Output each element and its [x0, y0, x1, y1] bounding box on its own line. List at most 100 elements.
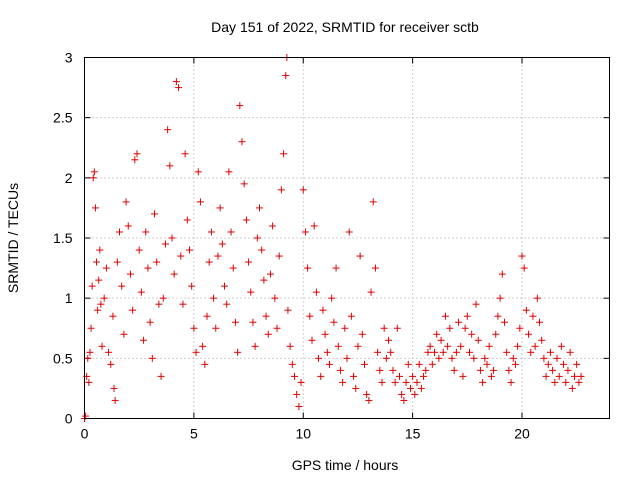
data-point	[490, 366, 498, 374]
data-point	[433, 330, 441, 338]
data-point	[509, 354, 517, 362]
data-point	[253, 234, 261, 242]
data-point	[148, 354, 156, 362]
data-point	[330, 318, 338, 326]
data-point	[479, 378, 487, 386]
data-point	[374, 348, 382, 356]
data-point	[280, 150, 288, 158]
data-point	[354, 342, 362, 350]
data-point	[201, 360, 209, 368]
y-axis-label: SRMTID / TECUs	[5, 183, 21, 293]
data-point	[474, 336, 482, 344]
data-point	[212, 324, 220, 332]
data-point	[409, 372, 417, 380]
data-point	[315, 354, 323, 362]
data-point	[262, 312, 270, 320]
data-point	[266, 270, 274, 278]
y-tick-label: 0.5	[53, 350, 73, 366]
data-point	[129, 306, 137, 314]
data-point	[190, 324, 198, 332]
data-point	[210, 294, 218, 302]
data-point	[376, 366, 384, 374]
data-point	[192, 348, 200, 356]
data-point	[291, 372, 298, 380]
data-point	[251, 342, 259, 350]
data-point	[207, 228, 215, 236]
data-point	[297, 378, 305, 386]
data-point	[227, 228, 235, 236]
data-point	[203, 312, 211, 320]
data-point	[159, 294, 167, 302]
data-point	[151, 210, 158, 218]
data-point	[531, 342, 539, 350]
data-point	[181, 150, 189, 158]
data-point	[146, 318, 154, 326]
data-point	[301, 228, 309, 236]
data-point	[437, 336, 445, 344]
data-point	[503, 348, 511, 356]
data-point	[448, 354, 456, 362]
data-point	[365, 396, 373, 404]
data-point	[133, 150, 141, 158]
data-point	[260, 276, 268, 284]
data-point	[93, 258, 101, 266]
data-point	[186, 246, 193, 254]
data-point	[277, 186, 285, 194]
data-point	[404, 360, 412, 368]
data-point	[240, 180, 248, 188]
data-point	[347, 312, 355, 320]
data-point	[424, 348, 432, 356]
data-point	[352, 384, 360, 392]
data-point	[142, 228, 150, 236]
data-point	[332, 264, 340, 272]
data-point	[170, 270, 178, 278]
data-point	[527, 348, 535, 356]
data-point	[553, 354, 561, 362]
data-point	[391, 378, 399, 386]
data-point	[116, 228, 123, 236]
data-point	[221, 282, 228, 290]
data-point	[507, 378, 515, 386]
data-point	[402, 378, 410, 386]
data-point	[96, 246, 104, 254]
data-point	[242, 216, 250, 224]
data-point	[562, 378, 570, 386]
data-point	[420, 372, 428, 380]
data-point	[91, 204, 99, 212]
data-point	[85, 378, 93, 386]
data-point	[334, 342, 342, 350]
data-point	[557, 342, 565, 350]
data-point	[172, 78, 180, 86]
data-point	[483, 360, 491, 368]
data-point	[387, 348, 395, 356]
y-tick-label: 2	[65, 170, 73, 186]
data-point	[317, 372, 325, 380]
data-point	[501, 318, 508, 326]
data-point	[326, 360, 333, 368]
data-point	[406, 384, 414, 392]
data-point	[247, 288, 255, 296]
data-point	[422, 366, 430, 374]
data-point	[234, 348, 242, 356]
data-point	[514, 342, 522, 350]
x-tick-label: 0	[81, 426, 89, 442]
data-point	[345, 228, 353, 236]
data-point	[417, 384, 425, 392]
data-point	[218, 240, 226, 248]
data-point	[312, 288, 320, 296]
data-point	[131, 156, 139, 164]
data-point	[111, 396, 119, 404]
data-point	[551, 378, 559, 386]
data-point	[361, 360, 368, 368]
data-point	[481, 354, 489, 362]
data-point	[492, 330, 500, 338]
data-point	[153, 258, 161, 266]
data-point	[549, 366, 557, 374]
data-point	[236, 102, 244, 110]
data-point	[468, 330, 476, 338]
data-point	[380, 324, 388, 332]
y-tick-label: 1	[65, 290, 73, 306]
data-point	[157, 372, 165, 380]
data-point	[540, 354, 548, 362]
data-point	[105, 348, 113, 356]
